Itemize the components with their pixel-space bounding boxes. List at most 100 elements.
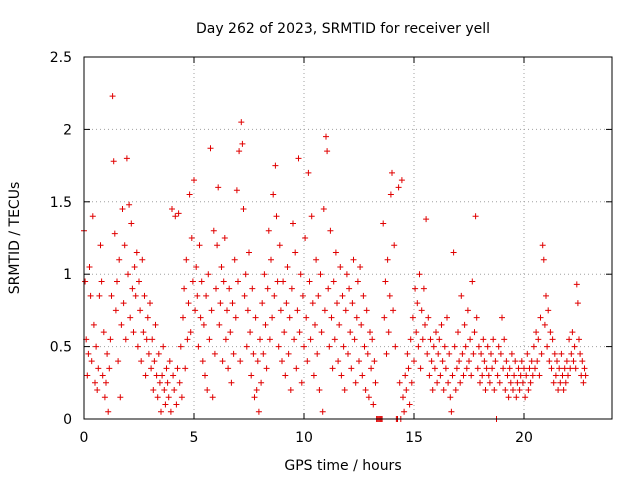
data-point	[479, 372, 486, 379]
data-point	[149, 336, 156, 343]
data-point	[141, 292, 148, 299]
data-point	[110, 158, 117, 165]
data-point	[112, 307, 119, 314]
data-point	[420, 285, 427, 292]
data-point	[478, 350, 485, 357]
data-point	[545, 307, 552, 314]
data-point	[277, 307, 284, 314]
data-point	[456, 358, 463, 365]
data-point	[217, 300, 224, 307]
data-point	[107, 336, 114, 343]
data-point	[101, 394, 108, 401]
data-point	[372, 379, 379, 386]
data-point	[566, 336, 573, 343]
data-point	[524, 350, 531, 357]
data-point	[103, 379, 109, 386]
data-point	[462, 343, 469, 350]
data-point	[114, 278, 120, 285]
data-point	[398, 177, 405, 184]
data-point	[335, 358, 342, 365]
data-point	[96, 292, 103, 299]
data-point	[445, 379, 452, 386]
data-point	[457, 379, 464, 386]
data-point	[288, 285, 295, 292]
data-point	[477, 379, 483, 386]
data-point	[416, 271, 423, 278]
x-tick-labels: 0 5 10 15 20	[80, 430, 533, 446]
data-point	[581, 365, 588, 372]
data-point	[561, 365, 568, 372]
y-axis-label: SRMTID / TECUs	[7, 182, 23, 295]
data-point	[347, 329, 354, 336]
data-point	[526, 365, 533, 372]
data-point	[230, 350, 237, 357]
data-point	[99, 372, 106, 379]
data-point	[525, 387, 532, 394]
data-point	[324, 148, 331, 155]
data-point	[572, 365, 579, 372]
data-point	[100, 329, 107, 336]
data-point	[323, 133, 329, 140]
data-point	[150, 387, 157, 394]
data-point	[444, 314, 450, 321]
data-point	[352, 379, 359, 386]
data-point	[285, 350, 292, 357]
data-point	[98, 278, 105, 285]
data-point	[221, 235, 228, 241]
data-point	[437, 372, 444, 379]
data-point	[482, 387, 489, 394]
data-point	[559, 372, 566, 379]
data-point	[522, 394, 529, 401]
data-point	[438, 321, 445, 328]
data-point	[89, 213, 96, 220]
data-point	[269, 314, 276, 321]
data-point	[259, 300, 266, 307]
data-point	[528, 358, 535, 365]
data-point	[396, 379, 403, 386]
data-point	[474, 365, 481, 372]
data-point	[345, 350, 351, 357]
data-point	[530, 343, 537, 350]
data-point	[281, 329, 288, 336]
data-point	[325, 285, 332, 292]
data-point	[549, 336, 556, 343]
data-point	[442, 365, 449, 372]
data-point	[182, 365, 189, 372]
data-point	[391, 242, 398, 249]
data-point	[290, 220, 296, 227]
data-point	[580, 379, 587, 386]
data-point	[258, 379, 265, 386]
data-point	[279, 358, 285, 365]
data-point	[92, 379, 98, 386]
data-point	[466, 358, 472, 365]
data-point	[315, 292, 322, 299]
data-point	[556, 365, 563, 372]
data-point	[494, 372, 501, 379]
data-point	[109, 93, 116, 100]
data-point	[414, 300, 421, 307]
data-point	[451, 343, 458, 350]
data-point	[499, 314, 505, 321]
data-point	[430, 343, 437, 350]
data-point	[382, 278, 389, 285]
data-point	[387, 191, 394, 198]
data-point	[191, 177, 197, 184]
data-point	[95, 365, 102, 372]
data-point	[292, 249, 299, 256]
data-point	[202, 372, 208, 379]
data-point	[304, 358, 311, 365]
data-point	[192, 307, 199, 314]
data-point	[455, 329, 461, 336]
data-point	[159, 372, 166, 379]
data-point	[369, 336, 376, 343]
data-point	[295, 155, 302, 162]
data-point	[195, 343, 202, 350]
data-point	[440, 387, 447, 394]
data-point	[392, 343, 399, 350]
data-point	[127, 314, 134, 321]
data-point	[215, 184, 222, 191]
data-point	[244, 307, 251, 314]
data-point	[218, 263, 225, 270]
data-point	[115, 358, 122, 365]
data-point	[250, 350, 257, 357]
